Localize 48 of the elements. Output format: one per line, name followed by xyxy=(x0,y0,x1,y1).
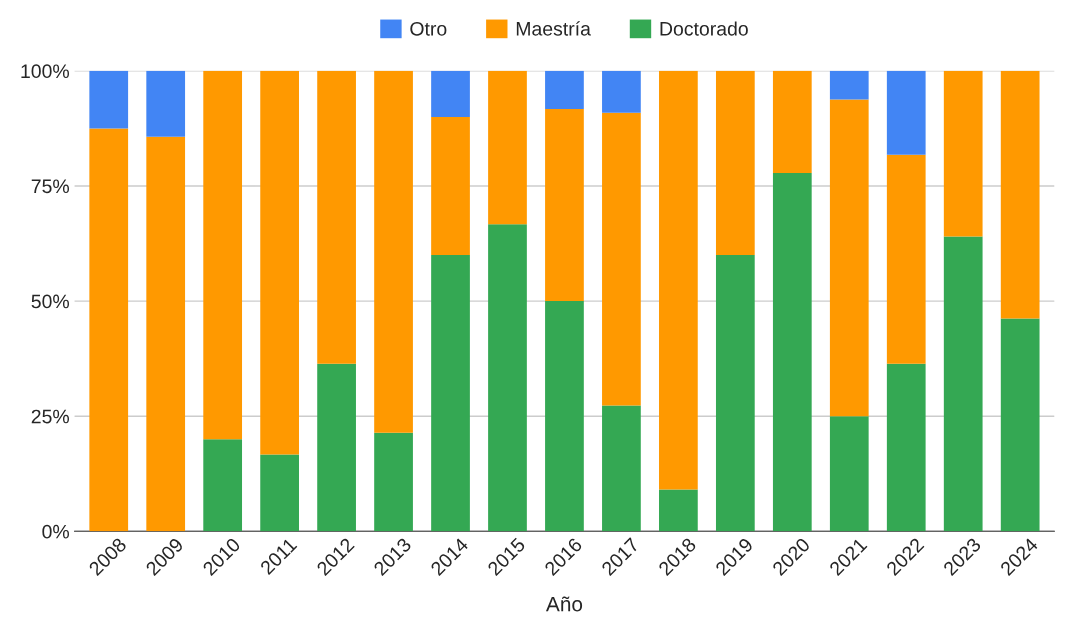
y-tick-label: 25% xyxy=(31,409,69,424)
bar xyxy=(431,255,470,532)
bar xyxy=(260,454,299,532)
y-tick-label: 75% xyxy=(31,179,69,194)
bar xyxy=(829,99,869,417)
bar xyxy=(659,489,698,532)
bar xyxy=(545,109,584,302)
bar xyxy=(772,173,812,532)
bar xyxy=(203,439,243,532)
bar xyxy=(146,136,186,532)
bar xyxy=(602,405,641,532)
bar xyxy=(772,70,812,174)
bar xyxy=(829,416,869,532)
bar xyxy=(886,70,926,155)
bar xyxy=(886,154,926,364)
bar xyxy=(829,70,869,100)
legend-label: Otro xyxy=(410,21,447,36)
bar xyxy=(260,70,299,455)
y-tick-label: 100% xyxy=(21,64,69,79)
x-axis-title: Año xyxy=(545,596,583,612)
bar xyxy=(545,70,584,110)
legend-label: Maestría xyxy=(516,21,591,36)
bar xyxy=(886,363,926,532)
bar xyxy=(1000,318,1040,532)
bar xyxy=(89,128,129,532)
bar xyxy=(431,70,470,117)
bar xyxy=(602,112,641,406)
bar xyxy=(488,70,527,225)
bar xyxy=(203,70,243,440)
bar xyxy=(659,70,698,490)
bar xyxy=(317,363,356,532)
bar xyxy=(943,70,983,237)
bar xyxy=(317,70,356,364)
bar xyxy=(545,301,584,532)
bar xyxy=(715,70,755,256)
bar xyxy=(374,432,413,532)
y-tick-label: 0% xyxy=(42,524,69,539)
y-tick-label: 50% xyxy=(31,294,69,309)
bar xyxy=(89,70,129,129)
bar xyxy=(1000,70,1040,319)
legend-label: Doctorado xyxy=(660,21,748,36)
bar xyxy=(431,116,470,256)
bar xyxy=(488,224,527,532)
bar xyxy=(715,255,755,532)
bar xyxy=(374,70,413,433)
bar xyxy=(943,236,983,532)
bar xyxy=(602,70,641,113)
bar xyxy=(146,70,186,137)
